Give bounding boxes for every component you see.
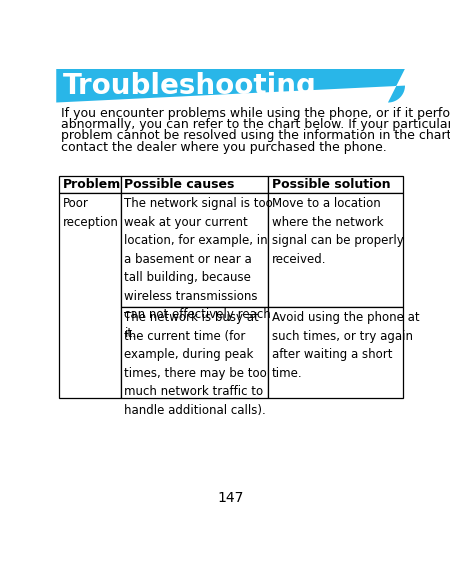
Text: abnormally, you can refer to the chart below. If your particular: abnormally, you can refer to the chart b… (61, 118, 450, 132)
Text: Troubleshooting: Troubleshooting (63, 72, 316, 100)
Bar (58, 193, 121, 398)
Text: Problem: Problem (63, 178, 121, 192)
Text: Possible solution: Possible solution (272, 178, 390, 192)
Text: problem cannot be resolved using the information in the chart,: problem cannot be resolved using the inf… (61, 129, 450, 142)
Bar (58, 176, 121, 193)
Text: Poor
reception: Poor reception (63, 197, 118, 229)
Text: The network is busy at
the current time (for
example, during peak
times, there m: The network is busy at the current time … (125, 311, 267, 416)
Text: contact the dealer where you purchased the phone.: contact the dealer where you purchased t… (61, 141, 387, 154)
Bar (268, 193, 403, 307)
Bar (121, 193, 268, 307)
Text: 147: 147 (217, 491, 244, 505)
Bar (121, 176, 268, 193)
Bar (268, 176, 403, 193)
Text: The network signal is too
weak at your current
location, for example, in
a basem: The network signal is too weak at your c… (125, 197, 273, 340)
Bar (121, 307, 268, 398)
Text: Avoid using the phone at
such times, or try again
after waiting a short
time.: Avoid using the phone at such times, or … (272, 311, 419, 380)
Text: Move to a location
where the network
signal can be properly
received.: Move to a location where the network sig… (272, 197, 404, 266)
Text: Possible causes: Possible causes (125, 178, 235, 192)
Polygon shape (56, 69, 405, 102)
Bar (268, 307, 403, 398)
Text: If you encounter problems while using the phone, or if it performs: If you encounter problems while using th… (61, 107, 450, 120)
